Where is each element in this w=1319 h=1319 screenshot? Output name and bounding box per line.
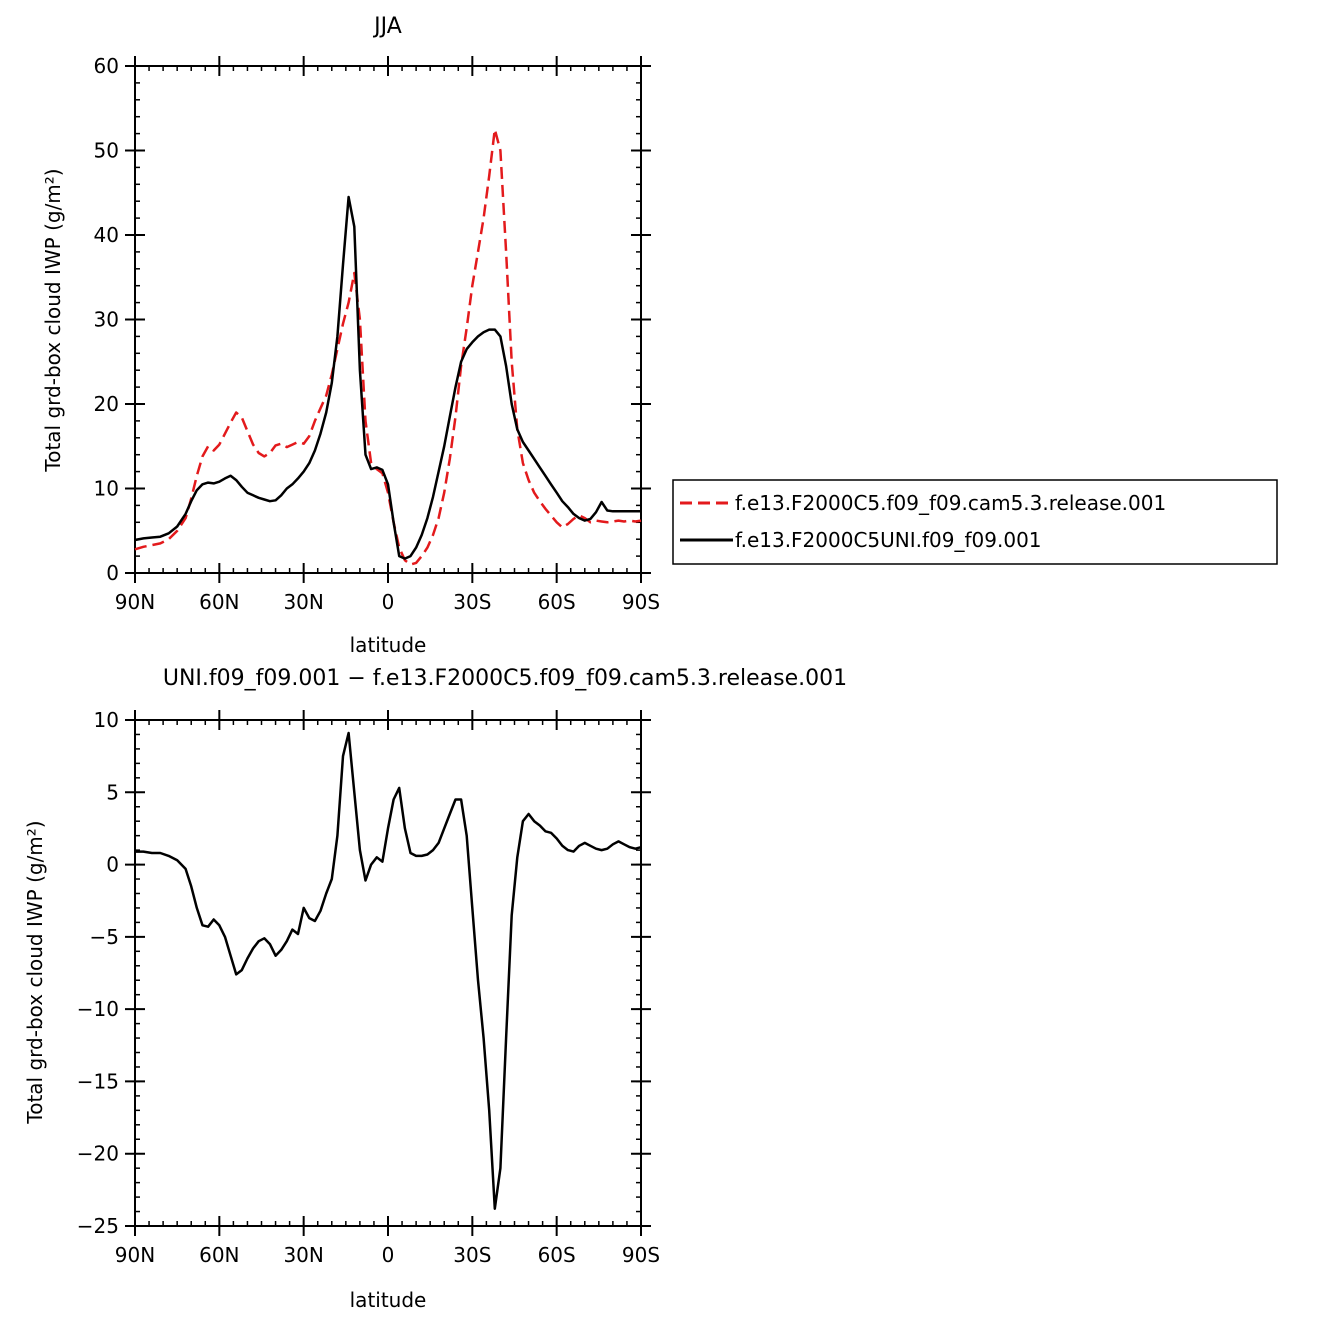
x-tick-label: 90S [622, 590, 660, 614]
y-tick-label: −10 [77, 997, 119, 1021]
bottom-y-axis-label-text: Total grd-box cloud IWP (g/m²) [23, 820, 47, 1124]
y-tick-label: −25 [77, 1214, 119, 1238]
top-y-axis-label: Total grd-box cloud IWP (g/m²) [41, 168, 65, 472]
legend: f.e13.F2000C5.f09_f09.cam5.3.release.001… [672, 479, 1278, 565]
top-panel: JJA Total grd-box cloud IWP (g/m²) latit… [41, 14, 660, 657]
y-tick-label: 0 [106, 853, 119, 877]
bottom-plot-area: 90N 60N 30N 0 30S 60S 90S 10 5 0 −5 −10 −15 −20 −25 [77, 708, 660, 1267]
legend-label-uni: f.e13.F2000C5UNI.f09_f09.001 [735, 528, 1042, 552]
y-tick-label: 10 [94, 708, 119, 732]
y-tick-label: 60 [94, 54, 119, 78]
x-tick-label: 90S [622, 1243, 660, 1267]
top-x-axis-label: latitude [350, 633, 427, 657]
y-tick-label: 0 [106, 561, 119, 585]
series-line-0-0 [134, 128, 642, 566]
y-tick-label: 10 [94, 477, 119, 501]
top-y-axis-label-text: Total grd-box cloud IWP (g/m²) [41, 168, 65, 472]
y-tick-label: −20 [77, 1142, 119, 1166]
y-tick-label: 5 [106, 780, 119, 804]
x-tick-label: 60S [538, 590, 576, 614]
y-tick-label: −15 [77, 1069, 119, 1093]
x-tick-label: 30N [283, 590, 323, 614]
series-line-0-1 [134, 195, 641, 560]
x-tick-label: 30S [453, 590, 491, 614]
y-tick-label: 50 [94, 139, 119, 163]
series-line-1-0 [135, 731, 642, 1210]
x-tick-label: 60S [538, 1243, 576, 1267]
x-tick-label: 0 [382, 1243, 395, 1267]
bottom-panel: UNI.f09_f09.001 − f.e13.F2000C5.f09_f09.… [23, 666, 847, 1312]
x-tick-label: 90N [115, 1243, 155, 1267]
top-chart-title: JJA [372, 14, 402, 39]
top-plot-area: 90N 60N 30N 0 30S 60S 90S 0 10 20 30 40 50 60 [94, 54, 661, 614]
y-tick-label: 20 [94, 392, 119, 416]
bottom-x-axis-label: latitude [350, 1288, 427, 1312]
x-tick-label: 60N [199, 590, 239, 614]
y-tick-label: 30 [94, 308, 119, 332]
bottom-y-axis-label: Total grd-box cloud IWP (g/m²) [23, 820, 47, 1124]
plot-frame [134, 719, 642, 1227]
legend-label-release: f.e13.F2000C5.f09_f09.cam5.3.release.001 [735, 491, 1166, 515]
y-tick-label: 40 [94, 223, 119, 247]
plot-frame [134, 65, 642, 574]
bottom-chart-title: UNI.f09_f09.001 − f.e13.F2000C5.f09_f09.… [163, 666, 847, 691]
x-tick-label: 30N [283, 1243, 323, 1267]
legend-box [672, 479, 1278, 565]
x-tick-label: 0 [382, 590, 395, 614]
y-tick-label: −5 [90, 925, 119, 949]
x-tick-label: 60N [199, 1243, 239, 1267]
x-tick-label: 30S [453, 1243, 491, 1267]
x-tick-label: 90N [115, 590, 155, 614]
